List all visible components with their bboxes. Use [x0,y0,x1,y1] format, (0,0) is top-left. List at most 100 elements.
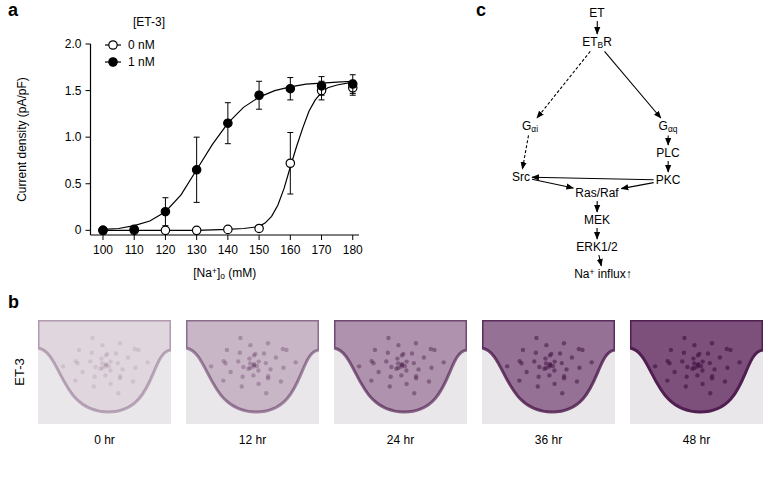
data-point [255,91,263,99]
time-label: 0 hr [94,433,115,447]
stain-speck [544,366,548,370]
fit-curve [103,82,353,230]
stain-speck [279,379,283,383]
stain-speck [369,378,373,382]
stain-speck [384,359,388,363]
text-part: ↑ [626,267,632,281]
micrograph-background [630,320,763,424]
data-point [224,225,232,233]
x-tick-label: 110 [125,243,144,257]
stain-speck [575,379,579,383]
stain-speck [248,343,252,347]
panel-label: a [8,0,19,20]
stain-speck [589,360,593,364]
row-label: ET-3 [12,358,27,385]
x-tick [196,235,197,240]
text-part: αi [531,124,538,134]
stain-speck [92,375,96,379]
stain-speck [543,356,547,360]
stain-speck [251,373,255,377]
stain-speck [266,341,270,345]
diagram-edge [668,161,669,172]
tissue-stain [38,320,171,412]
text-part: (mM) [225,266,256,280]
micrograph-background [38,320,171,424]
x-tick [134,235,135,240]
data-point [130,225,138,233]
text-part: G [659,119,668,133]
plot-area [99,75,357,235]
stain-speck [133,366,137,370]
y-tick-label: 0.5 [65,177,82,191]
legend-label: 0 nM [128,38,155,52]
stain-speck [131,379,135,383]
time-label: 36 hr [535,433,562,447]
diagram-edge [532,179,573,188]
text-part: Src [512,170,530,184]
stain-speck [521,348,525,352]
stain-speck [710,341,714,345]
stain-speck [653,364,657,368]
y-tick-label: 2.0 [65,37,82,51]
stain-speck [429,347,433,351]
diagram-edge [532,177,654,179]
y-tick [86,230,91,231]
tissue-stain [334,320,467,412]
stain-speck [429,366,433,370]
text-part: PKC [656,173,681,187]
stain-speck [116,391,120,395]
micrograph-background [186,320,319,424]
stain-speck [61,364,65,368]
micrograph-background [482,320,615,424]
stain-speck [696,353,700,357]
tissue-stain [482,320,615,412]
legend-marker [109,41,117,49]
x-tick-label: 130 [187,243,207,257]
stain-speck [577,347,581,351]
stain-speck [544,343,548,347]
stain-speck [252,353,256,357]
micrograph [38,320,171,424]
figure: abc10011012013014015016017018000.51.01.5… [0,0,777,484]
stain-speck [560,361,564,365]
tissue [482,320,615,412]
stain-speck [99,356,103,360]
text-part: Ras/Raf [575,186,619,200]
stain-speck [386,351,390,355]
data-point [99,226,107,234]
x-axis-label: [Na+]o (mM) [193,266,256,282]
stain-speck [248,361,252,365]
stain-speck [293,360,297,364]
micrograph [186,320,319,424]
time-label: 12 hr [239,433,266,447]
text-part: PLC [656,146,680,160]
micrograph [630,320,763,424]
diagram-node: Na+ influx↑ [574,267,632,281]
data-point [286,85,294,93]
tissue-stain [186,320,319,412]
tissue [630,320,763,412]
y-tick-label: 0 [75,223,82,237]
stain-speck [682,351,686,355]
text-part: G [522,119,531,133]
stain-speck [577,366,581,370]
y-tick-label: 1.0 [65,130,82,144]
stain-speck [725,366,729,370]
x-tick [102,235,103,240]
y-tick [86,183,91,184]
x-tick-label: 150 [249,243,269,257]
data-point [255,224,263,232]
stain-speck [73,378,77,382]
stain-speck [534,351,538,355]
diagram-node: ET [589,6,605,20]
x-axis [91,234,360,235]
stain-speck [100,366,104,370]
legend-title: [ET-3] [133,15,165,29]
diagram-node: MEK [584,213,610,227]
stain-speck [236,359,240,363]
time-label: 24 hr [387,433,414,447]
stain-speck [281,347,285,351]
time-label: 48 hr [683,433,710,447]
stain-speck [108,382,112,386]
data-point [286,159,294,167]
